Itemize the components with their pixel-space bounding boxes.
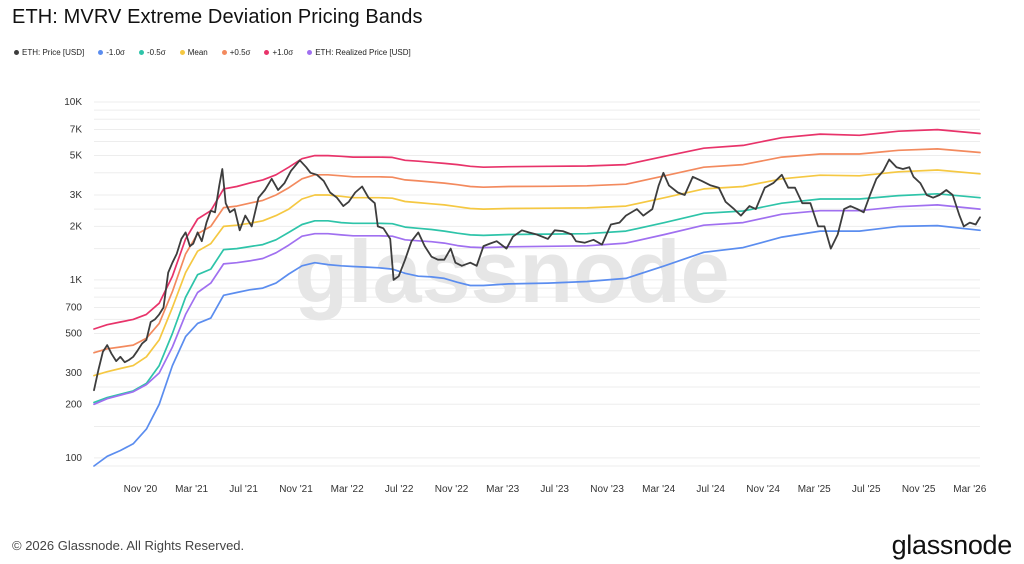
legend-label: ETH: Price [USD]	[22, 48, 85, 57]
legend-dot-icon	[179, 50, 185, 55]
x-axis-ticks: Nov '20 Mar '21 Jul '21 Nov '21 Mar '22 Jul '…	[124, 484, 987, 495]
x-tick-label: Nov '21	[279, 484, 313, 495]
x-tick-label: Jul '21	[229, 484, 258, 495]
x-tick-label: Nov '20	[124, 484, 158, 495]
glassnode-logo: glassnode	[891, 530, 1013, 560]
legend-label: +0.5σ	[229, 48, 251, 57]
x-tick-label: Nov '23	[590, 484, 624, 495]
y-tick-label: 1K	[70, 275, 83, 286]
y-tick-label: 500	[65, 328, 82, 339]
y-tick-label: 200	[65, 399, 82, 410]
legend-item[interactable]: -0.5σ	[138, 48, 166, 57]
series-lines	[93, 128, 981, 467]
legend-label: ETH: Realized Price [USD]	[315, 48, 411, 57]
legend-label: -0.5σ	[146, 48, 166, 57]
series-line-0-5	[93, 148, 981, 354]
x-tick-label: Mar '21	[175, 484, 208, 495]
x-tick-label: Nov '22	[435, 484, 469, 495]
legend-item[interactable]: ETH: Price [USD]	[14, 48, 84, 57]
x-tick-label: Mar '23	[486, 484, 519, 495]
series-line-1-0	[93, 224, 981, 467]
legend-dot-icon	[14, 50, 19, 55]
x-tick-label: Jul '23	[540, 484, 569, 495]
x-tick-label: Nov '24	[746, 484, 780, 495]
grid-lines	[94, 101, 980, 467]
x-tick-label: Mar '26	[953, 484, 986, 495]
legend-item[interactable]: +0.5σ	[221, 48, 251, 57]
x-tick-label: Mar '25	[798, 484, 831, 495]
y-tick-label: 100	[65, 453, 82, 464]
legend-label: -1.0σ	[106, 48, 125, 57]
y-tick-label: 3K	[70, 190, 83, 201]
legend-dot-icon	[264, 50, 270, 55]
copyright-footer: © 2026 Glassnode. All Rights Reserved.	[12, 538, 245, 553]
y-axis-ticks: 100 200 300 500 700 1K 2K 3K 5K 7K 10K	[64, 97, 82, 464]
y-tick-label: 2K	[70, 221, 83, 232]
legend-item[interactable]: Mean	[179, 48, 208, 57]
x-tick-label: Nov '25	[902, 484, 936, 495]
legend-label: +1.0σ	[272, 48, 294, 57]
y-tick-label: 300	[65, 368, 82, 379]
series-line-mean	[93, 169, 981, 377]
x-tick-label: Jul '25	[852, 484, 881, 495]
legend-item[interactable]: ETH: Realized Price [USD]	[307, 48, 411, 57]
legend-dot-icon	[98, 50, 104, 55]
y-tick-label: 7K	[70, 125, 83, 136]
chart-title: ETH: MVRV Extreme Deviation Pricing Band…	[12, 6, 423, 28]
legend-label: Mean	[187, 48, 208, 57]
legend-item[interactable]: +1.0σ	[264, 48, 293, 57]
x-tick-label: Jul '24	[696, 484, 725, 495]
x-tick-label: Mar '22	[331, 484, 364, 495]
legend-dot-icon	[138, 50, 144, 55]
legend-dot-icon	[221, 50, 227, 55]
legend-item[interactable]: -1.0σ	[98, 48, 125, 57]
legend: ETH: Price [USD] -1.0σ -0.5σ Mean +0.5σ +1.0σ…	[14, 48, 411, 57]
series-line-1-0	[93, 128, 981, 330]
x-tick-label: Jul '22	[385, 484, 414, 495]
y-tick-label: 5K	[70, 151, 83, 162]
x-tick-label: Mar '24	[642, 484, 675, 495]
series-line-eth-price-usd	[93, 158, 981, 392]
legend-dot-icon	[307, 50, 313, 55]
y-tick-label: 700	[65, 302, 82, 313]
series-line-eth-realized-price-usd	[93, 204, 981, 406]
y-tick-label: 10K	[64, 97, 82, 108]
series-line-0-5	[93, 192, 981, 404]
